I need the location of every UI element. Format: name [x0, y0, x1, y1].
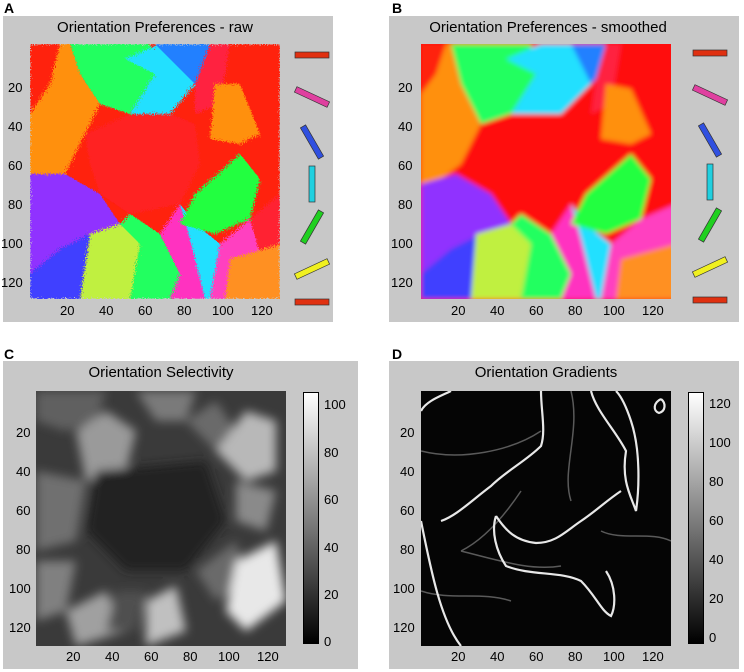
panel-b-title: Orientation Preferences - smoothed: [429, 19, 667, 36]
panel-c-cbar-tick-100: 100: [324, 397, 346, 412]
panel-d-ytick-100: 100: [393, 581, 415, 596]
panel-b-ytick-20: 20: [398, 80, 413, 95]
panel-a-xtick-80: 80: [177, 303, 192, 318]
panel-c-ytick-60: 60: [16, 503, 31, 518]
legend-bar-0deg: [692, 49, 728, 57]
panel-d-cbar-tick-0: 0: [709, 630, 717, 645]
orientation-gradients-map: [421, 391, 671, 646]
panel-c-cbar-tick-60: 60: [324, 492, 339, 507]
panel-b-ytick-100: 100: [391, 236, 413, 251]
panel-b-orientation-legend: [691, 49, 729, 304]
panel-d-xtick-80: 80: [568, 649, 583, 664]
panel-a-ytick-100: 100: [1, 236, 23, 251]
panel-c-xtick-60: 60: [144, 649, 159, 664]
panel-c-xtick-80: 80: [183, 649, 198, 664]
legend-bar-120deg: [299, 209, 325, 245]
panel-letter-a: A: [4, 0, 15, 16]
panel-c-ytick-40: 40: [16, 464, 31, 479]
panel-a-ytick-60: 60: [8, 158, 23, 173]
panel-a-title: Orientation Preferences - raw: [57, 19, 253, 36]
legend-bar-180deg: [294, 298, 330, 306]
legend-bar-180deg: [692, 296, 728, 304]
panel-a-xtick-20: 20: [60, 303, 75, 318]
panel-d-ytick-60: 60: [400, 503, 415, 518]
panel-d-ytick-40: 40: [400, 464, 415, 479]
panel-a-xtick-100: 100: [212, 303, 234, 318]
panel-c-xtick-40: 40: [105, 649, 120, 664]
panel-d-cbar-tick-120: 120: [709, 396, 731, 411]
panel-d-xtick-20: 20: [451, 649, 466, 664]
panel-d-cbar-tick-100: 100: [709, 435, 731, 450]
panel-letter-d: D: [392, 346, 403, 362]
legend-bar-22deg: [293, 86, 331, 108]
legend-bar-90deg: [308, 165, 316, 203]
panel-b-ytick-40: 40: [398, 119, 413, 134]
panel-d-xtick-60: 60: [529, 649, 544, 664]
panel-letter-b: B: [392, 0, 403, 16]
legend-bar-157deg: [691, 256, 729, 278]
panel-b-xtick-60: 60: [529, 303, 544, 318]
panel-d-ytick-80: 80: [400, 542, 415, 557]
panel-d-xtick-120: 120: [642, 649, 664, 664]
panel-c-ytick-120: 120: [9, 620, 31, 635]
panel-a-xtick-120: 120: [251, 303, 273, 318]
panel-d-xtick-40: 40: [490, 649, 505, 664]
panel-c-xtick-20: 20: [66, 649, 81, 664]
panel-b-xtick-120: 120: [642, 303, 664, 318]
panel-c-xtick-120: 120: [257, 649, 279, 664]
panel-d-ytick-120: 120: [393, 620, 415, 635]
panel-b-ytick-80: 80: [398, 197, 413, 212]
orientation-map-smoothed: [421, 44, 671, 299]
legend-bar-90deg: [706, 163, 714, 201]
panel-b-xtick-40: 40: [490, 303, 505, 318]
panel-a-ytick-80: 80: [8, 197, 23, 212]
panel-a-ytick-20: 20: [8, 80, 23, 95]
panel-c-xtick-100: 100: [218, 649, 240, 664]
panel-a-xtick-40: 40: [99, 303, 114, 318]
panel-a-ytick-120: 120: [1, 275, 23, 290]
legend-bar-0deg: [294, 51, 330, 59]
panel-c-title: Orientation Selectivity: [88, 364, 234, 381]
panel-c-cbar-tick-40: 40: [324, 540, 339, 555]
panel-a-xtick-60: 60: [138, 303, 153, 318]
panel-c-cbar-tick-0: 0: [324, 634, 332, 649]
panel-d-cbar-tick-40: 40: [709, 552, 724, 567]
panel-b-xtick-20: 20: [451, 303, 466, 318]
legend-bar-120deg: [697, 207, 723, 243]
panel-d-cbar-tick-20: 20: [709, 591, 724, 606]
panel-b-xtick-100: 100: [603, 303, 625, 318]
panel-c-cbar-tick-80: 80: [324, 445, 339, 460]
panel-b-ytick-60: 60: [398, 158, 413, 173]
panel-b-xtick-80: 80: [568, 303, 583, 318]
panel-d-cbar-tick-60: 60: [709, 513, 724, 528]
panel-d-ytick-20: 20: [400, 425, 415, 440]
panel-c-cbar-tick-20: 20: [324, 587, 339, 602]
legend-bar-22deg: [691, 84, 729, 106]
panel-d-cbar-tick-80: 80: [709, 474, 724, 489]
legend-bar-60deg: [299, 124, 325, 160]
orientation-map-raw: [30, 44, 280, 299]
panel-c-colorbar: [303, 392, 319, 644]
panel-c-ytick-20: 20: [16, 425, 31, 440]
orientation-selectivity-map: [36, 391, 286, 646]
panel-d-colorbar: [688, 392, 704, 644]
panel-c-ytick-100: 100: [9, 581, 31, 596]
panel-d-xtick-100: 100: [603, 649, 625, 664]
panel-a-orientation-legend: [293, 51, 331, 306]
panel-d-title: Orientation Gradients: [474, 364, 618, 381]
panel-b-ytick-120: 120: [391, 275, 413, 290]
panel-letter-c: C: [4, 346, 15, 362]
legend-bar-60deg: [697, 122, 723, 158]
panel-c-ytick-80: 80: [16, 542, 31, 557]
panel-a-ytick-40: 40: [8, 119, 23, 134]
legend-bar-157deg: [293, 258, 331, 280]
